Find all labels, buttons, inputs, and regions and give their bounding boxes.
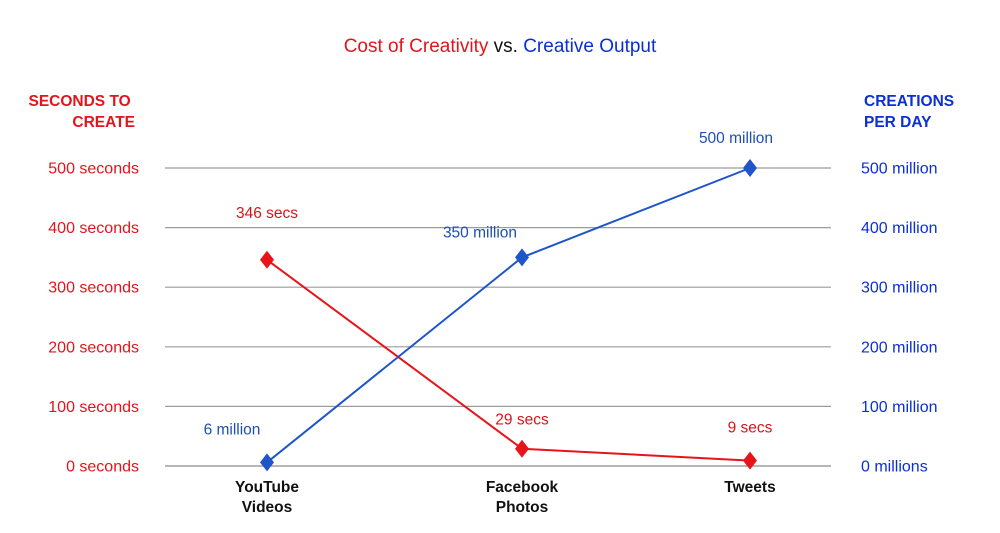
data-label: 29 secs [495,412,549,429]
left-tick-label: 300 seconds [48,280,139,297]
data-point-marker [515,248,529,267]
data-point-marker [260,250,274,269]
left-axis-title-line-1: SECONDS TO [28,93,130,110]
right-axis-title: CREATIONS PER DAY [864,93,958,131]
left-tick-label: 200 seconds [48,339,139,356]
chart-title-part: vs. [488,36,523,57]
chart-title-part: Creative Output [523,36,657,57]
gridlines [165,167,831,467]
right-axis-ticks: 0 millions 100 million 200 million 300 mill… [861,161,937,476]
left-tick-label: 100 seconds [48,399,139,416]
category-label-line: YouTube [235,479,299,496]
category-label-line: Videos [242,499,293,516]
right-tick-label: 200 million [861,339,937,356]
right-tick-label: 500 million [861,161,937,178]
right-tick-label: 300 million [861,280,937,297]
chart-title: Cost of Creativity vs. Creative Output [344,36,657,57]
data-label: 500 million [699,130,773,147]
x-axis-categories: YouTube Videos Facebook Photos Tweets [235,479,776,516]
data-label: 9 secs [728,420,773,437]
data-point-marker [743,159,757,177]
left-tick-label: 0 seconds [66,459,139,476]
category-label-line: Photos [496,499,549,516]
right-tick-label: 100 million [861,399,937,416]
left-axis-title-line-2: CREATE [72,114,135,131]
data-point-marker [515,439,529,458]
left-axis-title: SECONDS TO CREATE [28,93,135,131]
category-label: Tweets [724,479,775,496]
series-layer: 346 secs 29 secs 9 secs 6 million 350 millio… [204,130,773,472]
series-line-seconds [266,258,751,462]
data-label: 6 million [204,421,261,438]
data-label: 346 secs [236,205,298,222]
category-label-line: Tweets [724,479,775,496]
data-label: 350 million [443,224,517,241]
category-label-line: Facebook [486,479,559,496]
category-label: Facebook Photos [486,479,559,516]
data-point-marker [260,453,274,472]
right-axis-title-line-2: PER DAY [864,114,932,131]
right-axis-title-line-1: CREATIONS [864,93,954,110]
chart-title-part: Cost of Creativity [344,36,489,57]
left-axis-ticks: 0 seconds 100 seconds 200 seconds 300 secon… [48,161,139,476]
left-tick-label: 400 seconds [48,220,139,237]
right-tick-label: 0 millions [861,459,928,476]
category-label: YouTube Videos [235,479,299,516]
data-point-marker [743,451,757,470]
left-tick-label: 500 seconds [48,161,139,178]
right-tick-label: 400 million [861,220,937,237]
